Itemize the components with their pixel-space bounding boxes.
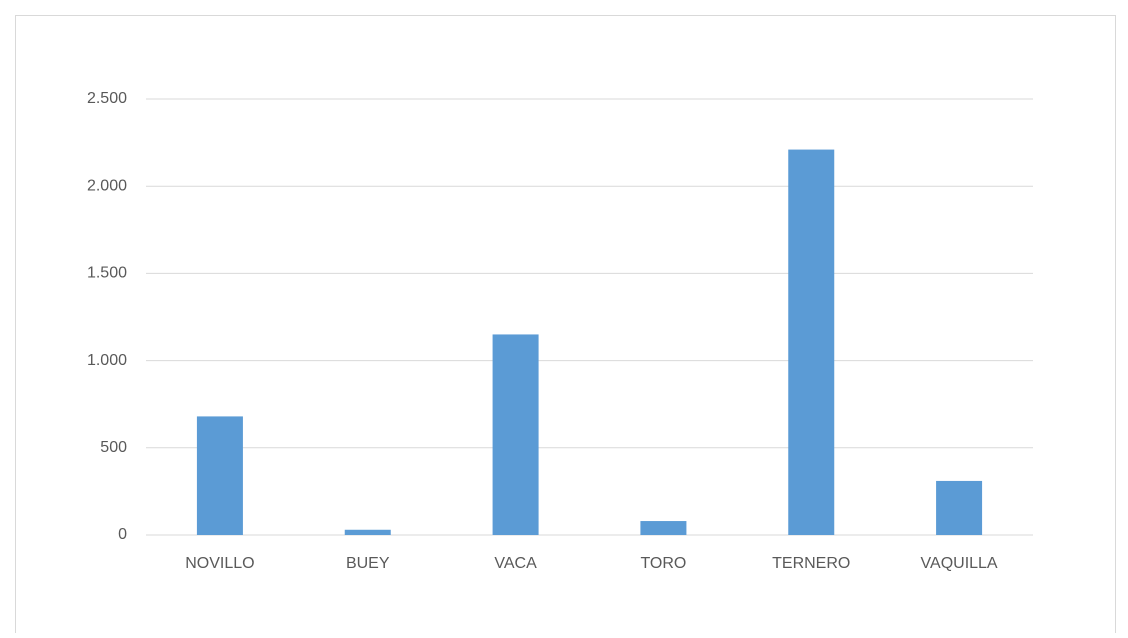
bar [936, 480, 983, 535]
bar [344, 529, 391, 535]
x-tick-label: NOVILLO [185, 555, 254, 572]
y-tick-label: 0 [118, 526, 127, 543]
bar [492, 334, 539, 535]
x-tick-label: VAQUILLA [921, 555, 998, 572]
y-tick-label: 1.500 [87, 265, 127, 282]
x-tick-label: TORO [640, 555, 686, 572]
bar [788, 149, 835, 536]
x-tick-label: VACA [494, 555, 537, 572]
y-tick-label: 2.000 [87, 177, 127, 194]
bar [196, 416, 243, 535]
y-tick-label: 2.500 [87, 90, 127, 107]
x-tick-label: TERNERO [772, 555, 850, 572]
y-tick-label: 500 [100, 439, 127, 456]
x-tick-label: BUEY [346, 555, 390, 572]
bar [640, 521, 687, 535]
chart-frame [15, 15, 1116, 638]
y-tick-label: 1.000 [87, 352, 127, 369]
